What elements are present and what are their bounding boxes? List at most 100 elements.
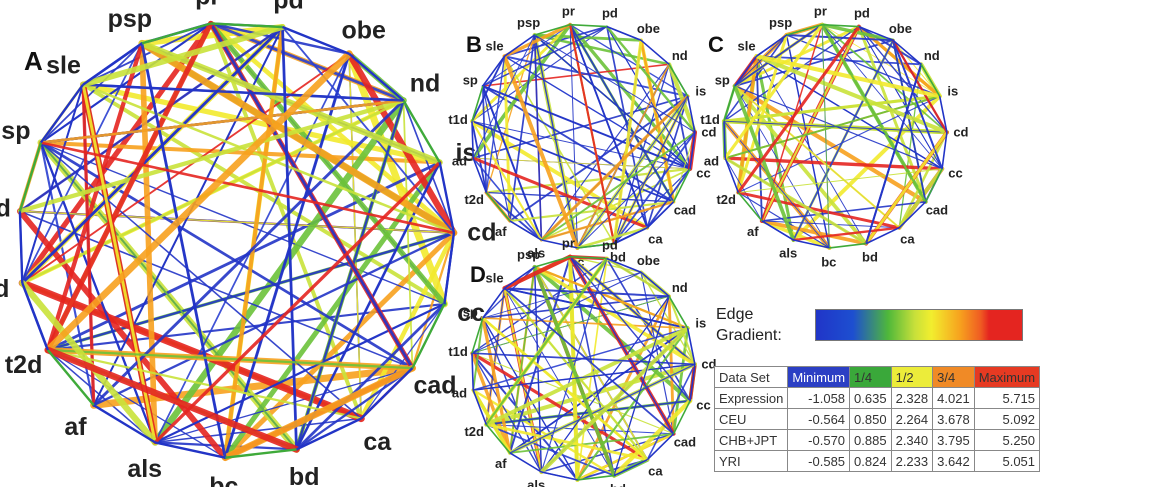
cell-quarter: 0.850 xyxy=(849,408,892,430)
network-edge xyxy=(504,266,536,289)
node-label-pd: pd xyxy=(273,0,304,14)
network-edge xyxy=(471,120,487,193)
network-edge xyxy=(646,433,675,461)
node-label-af: af xyxy=(747,224,759,239)
network-edge xyxy=(44,50,353,354)
edge-gradient-bar xyxy=(815,309,1023,341)
network-edge xyxy=(613,168,691,245)
network-edge xyxy=(605,25,697,134)
network-edge xyxy=(793,239,830,249)
network-edge xyxy=(577,242,615,249)
network-edge xyxy=(533,33,643,42)
network-edge xyxy=(858,25,948,133)
node-label-als: als xyxy=(127,455,162,483)
node-label-af: af xyxy=(64,413,87,441)
node-label-is: is xyxy=(455,139,476,167)
network-edge xyxy=(723,156,868,246)
network-edge xyxy=(19,279,159,446)
cell-quarter: 0.824 xyxy=(849,450,892,472)
node-label-cad: cad xyxy=(926,203,948,218)
panel-letter-d: D xyxy=(470,262,486,287)
network-edge xyxy=(761,200,927,222)
edge-gradient-table: Data Set Minimum 1/4 1/2 3/4 Maximum Exp… xyxy=(713,366,1041,472)
cell-minimum: -1.058 xyxy=(787,387,851,409)
network-edge xyxy=(154,303,446,444)
network-edge xyxy=(39,99,405,144)
network-edge xyxy=(533,34,691,170)
network-edge xyxy=(402,99,455,234)
network-edge xyxy=(666,62,698,135)
node-label-ad: ad xyxy=(704,153,719,168)
network-edge xyxy=(345,50,448,308)
network-edge xyxy=(646,201,675,229)
cell-maximum: 5.051 xyxy=(973,450,1041,472)
network-edge xyxy=(19,210,414,369)
network-edge xyxy=(723,85,736,122)
network-edge xyxy=(736,25,861,195)
node-label-is: is xyxy=(695,84,706,99)
network-edge xyxy=(411,231,456,370)
network-edge xyxy=(138,23,286,47)
network-edge xyxy=(576,63,670,249)
cell-three-quarter: 3.795 xyxy=(932,429,975,451)
network-edge xyxy=(639,39,675,204)
network-edge xyxy=(21,282,49,351)
node-label-t1d: t1d xyxy=(0,194,11,222)
network-edge xyxy=(755,55,923,66)
network-edge xyxy=(82,42,143,86)
node-label-psp: psp xyxy=(108,5,152,33)
network-edge xyxy=(39,83,85,144)
network-edge xyxy=(640,271,696,365)
network-edge xyxy=(605,257,671,298)
network-edge xyxy=(820,23,895,42)
network-edge xyxy=(481,316,512,455)
node-label-obe: obe xyxy=(889,21,912,36)
network-edge xyxy=(646,167,692,229)
network-edge xyxy=(760,219,868,246)
network-edge xyxy=(141,22,212,45)
node-label-bc: bc xyxy=(209,472,238,487)
network-edge xyxy=(481,85,692,170)
network-edge xyxy=(45,20,214,353)
network-edge xyxy=(509,220,542,241)
header-minimum: Minimum xyxy=(787,366,851,388)
node-label-als: als xyxy=(527,478,545,487)
network-edge xyxy=(857,25,928,204)
node-label-obe: obe xyxy=(637,253,660,268)
network-edge xyxy=(892,39,943,170)
cell-half: 2.264 xyxy=(890,408,934,430)
node-label-cc: cc xyxy=(948,166,962,181)
network-edge xyxy=(485,257,609,426)
network-edge xyxy=(640,271,670,297)
node-label-cad: cad xyxy=(674,435,696,450)
network-edge xyxy=(472,34,536,159)
network-edge xyxy=(897,130,949,230)
network-edge xyxy=(612,38,643,246)
network-edge xyxy=(541,471,578,481)
network-edge xyxy=(21,42,143,284)
cell-half: 2.340 xyxy=(890,429,934,451)
network-edge xyxy=(281,26,455,234)
node-label-als: als xyxy=(527,246,545,261)
network-edge xyxy=(471,353,474,391)
network-edge xyxy=(80,24,286,88)
network-edge xyxy=(821,23,948,134)
node-label-ad: ad xyxy=(452,153,467,168)
network-edge xyxy=(40,42,143,144)
network-edge xyxy=(18,279,365,423)
network-edge xyxy=(891,39,949,134)
network-edge xyxy=(509,363,696,454)
network-edge xyxy=(897,166,945,230)
network-edge xyxy=(613,226,648,245)
network-edge xyxy=(822,23,859,28)
node-label-cd: cd xyxy=(701,124,716,139)
network-edge xyxy=(689,364,696,401)
network-edge xyxy=(21,52,351,284)
network-edge xyxy=(470,119,650,230)
network-edge xyxy=(569,24,578,249)
node-label-t1d: t1d xyxy=(448,112,468,127)
network-edge xyxy=(482,25,608,87)
network-edge xyxy=(154,441,226,459)
network-edge xyxy=(39,141,157,444)
network-edge xyxy=(640,39,670,65)
